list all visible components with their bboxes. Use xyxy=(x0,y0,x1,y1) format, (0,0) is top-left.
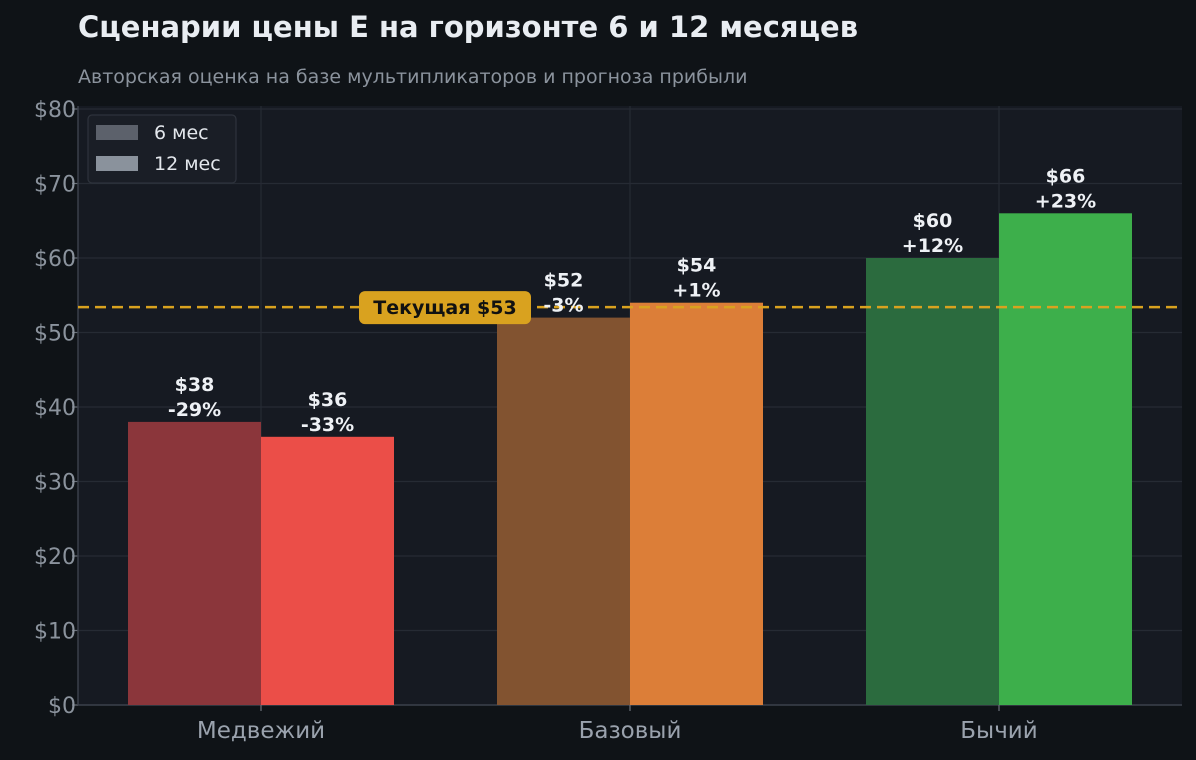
legend-label: 12 мес xyxy=(154,153,221,175)
chart-subtitle: Авторская оценка на базе мультипликаторо… xyxy=(78,66,748,88)
category-label: Медвежий xyxy=(197,718,325,744)
y-tick-label: $40 xyxy=(34,396,76,421)
current-price-badge xyxy=(359,291,531,325)
bar-change-label: -29% xyxy=(168,399,221,421)
legend-swatch xyxy=(96,125,138,140)
current-price-label: Текущая $53 xyxy=(373,297,516,319)
bar-value-label: $66 xyxy=(1046,165,1086,187)
bar-6m xyxy=(128,421,261,705)
bar-6m xyxy=(497,317,630,705)
bar-6m xyxy=(866,258,999,705)
bar-value-label: $54 xyxy=(677,255,717,277)
category-label: Бычий xyxy=(960,718,1037,744)
y-tick-label: $60 xyxy=(34,247,76,272)
y-tick-label: $80 xyxy=(34,98,76,123)
category-label: Базовый xyxy=(579,718,682,744)
bar-change-label: +1% xyxy=(672,280,720,302)
bar-change-label: +23% xyxy=(1035,190,1096,212)
y-tick-label: $20 xyxy=(34,545,76,570)
bar-value-label: $36 xyxy=(308,389,348,411)
bar-change-label: +12% xyxy=(902,235,963,257)
y-tick-label: $10 xyxy=(34,620,76,645)
legend-label: 6 мес xyxy=(154,122,209,144)
bar-12m xyxy=(261,436,394,705)
bar-value-label: $52 xyxy=(544,270,584,292)
y-tick-label: $30 xyxy=(34,471,76,496)
bar-12m xyxy=(999,213,1132,706)
bar-value-label: $60 xyxy=(913,210,953,232)
legend-swatch xyxy=(96,156,138,171)
chart-title: Сценарии цены E на горизонте 6 и 12 меся… xyxy=(78,10,859,44)
bar-value-label: $38 xyxy=(175,374,215,396)
bar-12m xyxy=(630,302,763,705)
bar-change-label: -3% xyxy=(543,295,583,317)
y-tick-label: $0 xyxy=(48,694,76,719)
y-tick-label: $70 xyxy=(34,173,76,198)
y-tick-label: $50 xyxy=(34,322,76,347)
bar-change-label: -33% xyxy=(301,414,354,436)
